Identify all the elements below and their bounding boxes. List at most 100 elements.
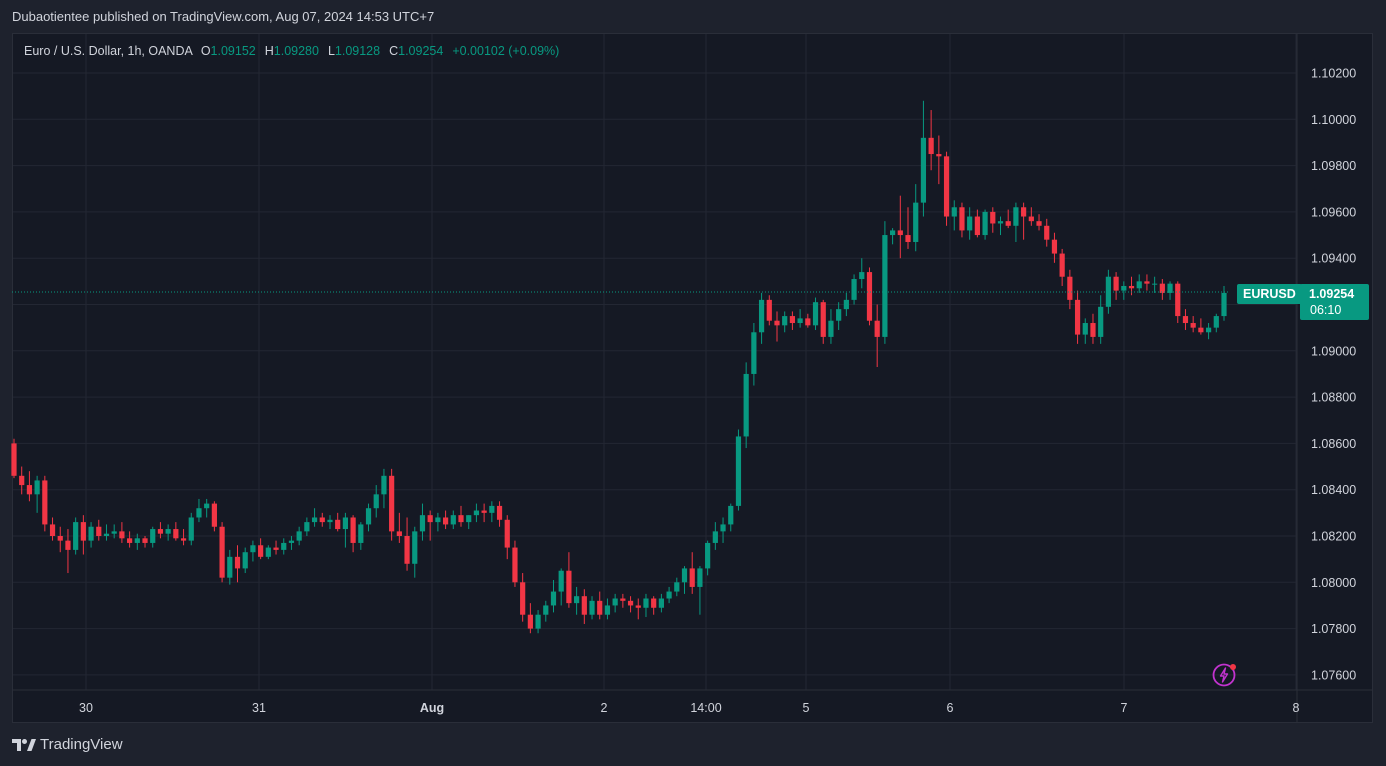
candle-body (643, 598, 649, 608)
candle-body (458, 515, 464, 523)
chart-panel (12, 33, 1373, 723)
candle-body (735, 436, 742, 506)
high-value: 1.09280 (273, 44, 319, 58)
candle-body (1067, 276, 1073, 300)
price-tick-label: 1.07600 (1311, 668, 1356, 682)
candle-body (258, 545, 264, 557)
high-label: H (264, 44, 274, 58)
price-tick-label: 1.09000 (1311, 344, 1356, 358)
tradingview-logo[interactable]: TradingView (12, 736, 123, 753)
candle-body (489, 505, 495, 513)
candle-body (219, 526, 225, 578)
candle-body (1144, 281, 1150, 284)
candle-body (604, 605, 611, 615)
candle-body (373, 494, 379, 509)
candle-body (997, 221, 1004, 224)
candle-body (327, 519, 333, 523)
candle-body (828, 320, 834, 337)
candle-body (943, 156, 950, 217)
candle-body (720, 524, 726, 532)
candle-body (96, 526, 102, 536)
publish-caption: Dubaotientee published on TradingView.co… (12, 9, 435, 24)
candle-body (365, 508, 372, 525)
candle-body (928, 137, 934, 155)
candle-body (527, 614, 533, 629)
candle-body (905, 235, 911, 242)
candle-body (1028, 216, 1034, 222)
time-tick-label: 2 (601, 701, 608, 715)
candle-body (1198, 327, 1204, 333)
price-tick-label: 1.08000 (1311, 576, 1356, 590)
price-tick-label: 1.10200 (1311, 67, 1356, 81)
candle-body (866, 272, 873, 321)
candle-body (1005, 221, 1011, 226)
open-label: O (200, 44, 211, 58)
last-price-box: 1.09254 06:10 (1300, 284, 1369, 320)
candle-body (920, 137, 927, 203)
candle-body (250, 545, 256, 553)
candle-body (1082, 323, 1088, 335)
candle-body (836, 309, 842, 321)
candle-body (658, 598, 664, 608)
tradingview-logo-icon (12, 738, 36, 751)
candle-body (57, 536, 63, 541)
candle-body (19, 475, 25, 486)
candle-body (1182, 316, 1189, 324)
candle-body (42, 480, 48, 525)
candle-body (204, 503, 210, 509)
price-tick-label: 1.09400 (1311, 252, 1356, 266)
candle-body (982, 211, 988, 236)
price-tick-label: 1.09800 (1311, 159, 1356, 173)
candle-body (419, 515, 426, 532)
candle-body (103, 533, 110, 536)
candle-body (1121, 285, 1127, 291)
price-tick-label: 1.08400 (1311, 483, 1356, 497)
candle-body (73, 522, 79, 550)
candle-body (1098, 306, 1104, 337)
candle-body (897, 230, 903, 236)
candle-body (566, 570, 572, 604)
time-axis-labels: 30 31 Aug 2 14:00 5 6 7 8 (79, 701, 1299, 715)
candle-body (319, 517, 325, 523)
candle-body (535, 614, 541, 629)
time-tick-label: 6 (947, 701, 954, 715)
price-tick-label: 1.09600 (1311, 205, 1356, 219)
candle-body (242, 552, 248, 569)
candle-body (165, 529, 171, 534)
candle-body (1021, 207, 1027, 217)
price-axis-labels: 1.10200 1.10000 1.09800 1.09600 1.09400 1.092… (1311, 67, 1356, 683)
price-tick-label: 1.10000 (1311, 113, 1356, 127)
candle-body (951, 207, 957, 217)
time-tick-label: 7 (1121, 701, 1128, 715)
candle-body (1113, 276, 1119, 291)
candle-body (543, 605, 549, 615)
candle-body (404, 536, 410, 564)
candle-body (1136, 281, 1142, 289)
candle-body (859, 272, 865, 280)
time-tick-label: 14:00 (690, 701, 721, 715)
candle-body (990, 211, 996, 224)
candle-body (697, 568, 703, 587)
candle-body (743, 373, 749, 437)
candle-body (936, 154, 942, 157)
candle-body (874, 320, 880, 337)
candle-body (681, 568, 688, 583)
candle-body (913, 202, 919, 242)
price-tick-label: 1.08200 (1311, 530, 1356, 544)
candle-body (196, 508, 202, 518)
candle-body (288, 540, 295, 543)
candle-body (882, 235, 888, 337)
price-tick-label: 1.08600 (1311, 437, 1356, 451)
candle-body (504, 519, 510, 548)
candle-body (234, 556, 241, 569)
lightning-icon[interactable] (1212, 662, 1238, 688)
bar-countdown: 06:10 (1310, 303, 1342, 317)
candle-body (481, 510, 487, 513)
candle-body (851, 279, 857, 300)
candle-body (342, 517, 349, 530)
time-tick-label: 30 (79, 701, 93, 715)
candle-body (782, 316, 788, 326)
candle-body (620, 598, 626, 601)
candle-body (612, 598, 618, 606)
